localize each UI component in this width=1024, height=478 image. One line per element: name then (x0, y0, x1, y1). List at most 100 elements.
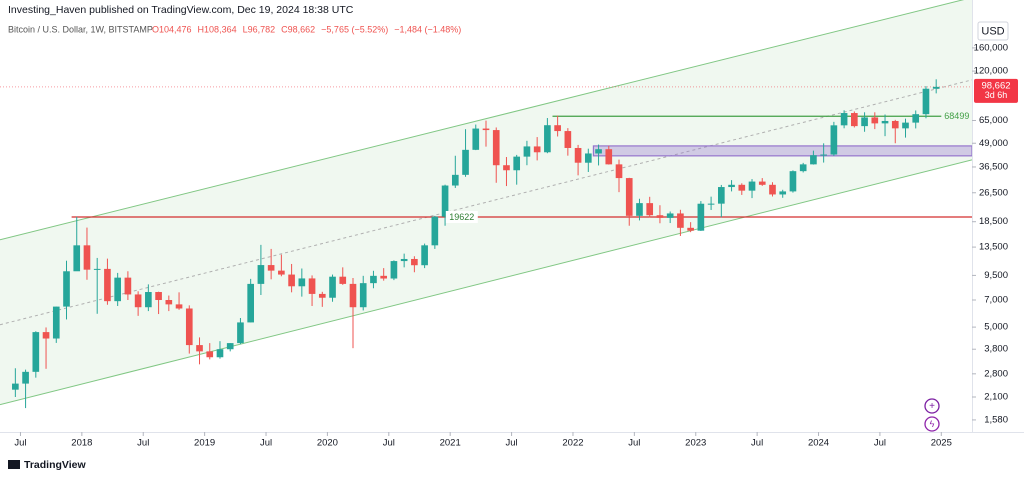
candle-body (441, 185, 449, 217)
channel-middle (0, 79, 972, 326)
candle-body (431, 216, 439, 246)
last-price-box (974, 78, 1018, 103)
candle-body (656, 215, 664, 218)
level-label: 68499 (944, 111, 969, 121)
x-tick-label: Jul (383, 438, 395, 449)
zone (592, 145, 972, 157)
candle-body (216, 349, 224, 358)
candle-body (840, 113, 848, 126)
y-tick-label: 160,000 (974, 42, 1008, 53)
ohlc-value: −5,765 (−5.52%) (321, 24, 388, 34)
y-tick-label: 1,580 (984, 414, 1008, 425)
candle-body (73, 245, 81, 272)
candle-body (707, 203, 715, 205)
x-tick-label: 2019 (194, 438, 215, 449)
candle-body (523, 146, 531, 157)
candle-body (513, 156, 521, 171)
candle-body (697, 203, 705, 231)
candle-body (799, 164, 807, 172)
candle-body (226, 343, 234, 350)
candle-body (728, 184, 735, 188)
candle-body (615, 164, 623, 179)
currency: USD (981, 25, 1004, 37)
x-tick-label: 2024 (808, 438, 829, 449)
x-tick-label: 2020 (317, 438, 338, 449)
candle-body (124, 277, 132, 295)
currency-box[interactable] (977, 21, 1009, 41)
bar-countdown: 3d 6h (985, 90, 1008, 100)
x-tick-label: Jul (137, 438, 149, 449)
candle-body (472, 128, 480, 150)
x-tick-label: Jul (260, 438, 272, 449)
candle-body (779, 191, 787, 195)
candle-body (400, 258, 408, 262)
x-tick-label: Jul (14, 438, 26, 449)
candle-body (533, 146, 541, 153)
publisher-line: Investing_Haven published on TradingView… (8, 4, 354, 16)
candle-body (605, 149, 613, 165)
candle-body (247, 283, 254, 323)
event-icon[interactable] (924, 416, 940, 432)
y-tick-label: 120,000 (974, 66, 1008, 77)
candle-body (932, 86, 940, 89)
candle-body (554, 125, 561, 132)
candle-body (492, 130, 500, 166)
candle-body (339, 276, 347, 284)
candle-body (810, 155, 817, 165)
candle-body (114, 277, 121, 302)
candle-body (687, 227, 694, 231)
candle-body (891, 120, 899, 129)
plot-area (0, 0, 972, 409)
candle-body (42, 332, 50, 339)
y-tick-label: 18,500 (979, 216, 1008, 227)
candle-body (758, 181, 766, 185)
y-tick-label: 49,000 (979, 138, 1008, 149)
candle-body (462, 149, 469, 175)
candle-body (196, 345, 203, 352)
candle-body (185, 308, 193, 346)
candle-body (820, 154, 827, 156)
candle-body (104, 268, 111, 302)
candle-body (677, 213, 684, 228)
ohlc-value: −1,484 (−1.48%) (394, 24, 461, 34)
y-tick-label: 13,500 (979, 242, 1008, 253)
ohlc-value: O104,476 (152, 24, 192, 34)
y-tick-label: 65,000 (979, 115, 1008, 126)
ohlc-value: C98,662 (281, 24, 315, 34)
candle-body (298, 278, 306, 287)
candle-body (646, 203, 654, 216)
x-tick-label: 2022 (562, 438, 583, 449)
candle-body (544, 125, 551, 153)
candle-body (636, 203, 643, 216)
candle-body (93, 268, 101, 270)
candle-body (32, 332, 40, 372)
candle-body (769, 184, 776, 195)
candle-body (574, 147, 582, 163)
channel-upper (0, 0, 965, 241)
level-label-bg (445, 210, 478, 223)
x-tick-label: Jul (506, 438, 518, 449)
candle-body (288, 274, 295, 287)
y-tick-label: 9,500 (984, 270, 1008, 281)
x-tick-label: Jul (874, 438, 886, 449)
candle-body (390, 261, 398, 279)
candle-body (12, 383, 19, 390)
candle-body (851, 113, 858, 127)
candle-body (584, 153, 592, 163)
ohlc-value: L96,782 (243, 24, 276, 34)
candle-body (451, 174, 459, 186)
candle-body (145, 292, 152, 308)
x-tick-label: 2023 (685, 438, 706, 449)
candle-body (155, 292, 162, 301)
candle-body (861, 117, 868, 127)
event-icon-glyph: ϟ (930, 419, 935, 429)
overlay: 19622 68499 (445, 111, 969, 223)
candle-body (175, 304, 183, 309)
event-icon[interactable] (924, 398, 940, 414)
footer-logo[interactable]: TradingView (24, 459, 86, 471)
candle-body (52, 306, 60, 339)
candle-body (625, 178, 633, 216)
candle-body (738, 184, 746, 191)
event-icon-glyph: + (929, 401, 935, 412)
candle-body (206, 351, 214, 358)
